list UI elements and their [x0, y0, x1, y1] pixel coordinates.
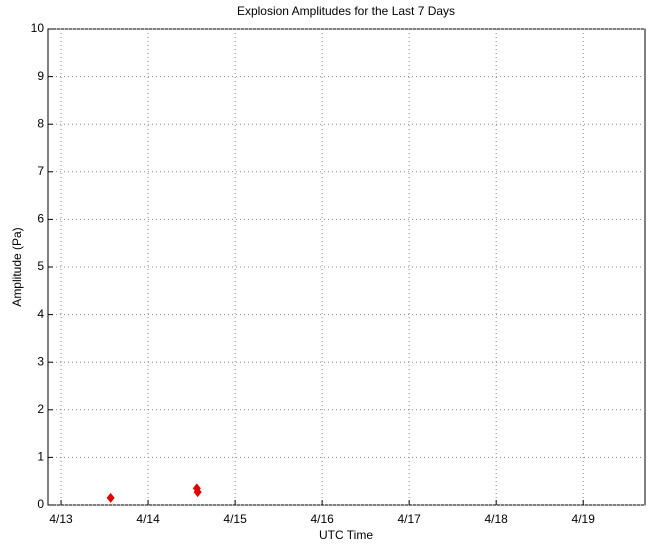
y-tick-label: 7: [37, 164, 44, 178]
data-point: [106, 492, 115, 503]
x-tick-label: 4/15: [223, 512, 247, 526]
data-point: [193, 487, 202, 498]
plot-frame: [47, 28, 646, 506]
y-tick-label: 0: [37, 497, 44, 511]
chart-title: Explosion Amplitudes for the Last 7 Days: [237, 4, 455, 18]
y-tick-label: 8: [37, 116, 44, 130]
x-axis-label: UTC Time: [319, 528, 373, 542]
y-tick-label: 5: [37, 259, 44, 273]
y-tick-label: 3: [37, 354, 44, 368]
x-tick-label: 4/17: [397, 512, 421, 526]
x-tick-label: 4/16: [310, 512, 334, 526]
y-tick-label: 9: [37, 69, 44, 83]
x-tick-label: 4/14: [136, 512, 160, 526]
x-tick-label: 4/19: [572, 512, 596, 526]
y-tick-label: 6: [37, 212, 44, 226]
y-tick-label: 1: [37, 450, 44, 464]
x-tick-label: 4/18: [485, 512, 509, 526]
y-tick-label: 10: [31, 21, 45, 35]
y-tick-label: 2: [37, 402, 44, 416]
x-tick-label: 4/13: [49, 512, 73, 526]
y-axis-label: Amplitude (Pa): [10, 227, 24, 306]
y-tick-label: 4: [37, 307, 44, 321]
